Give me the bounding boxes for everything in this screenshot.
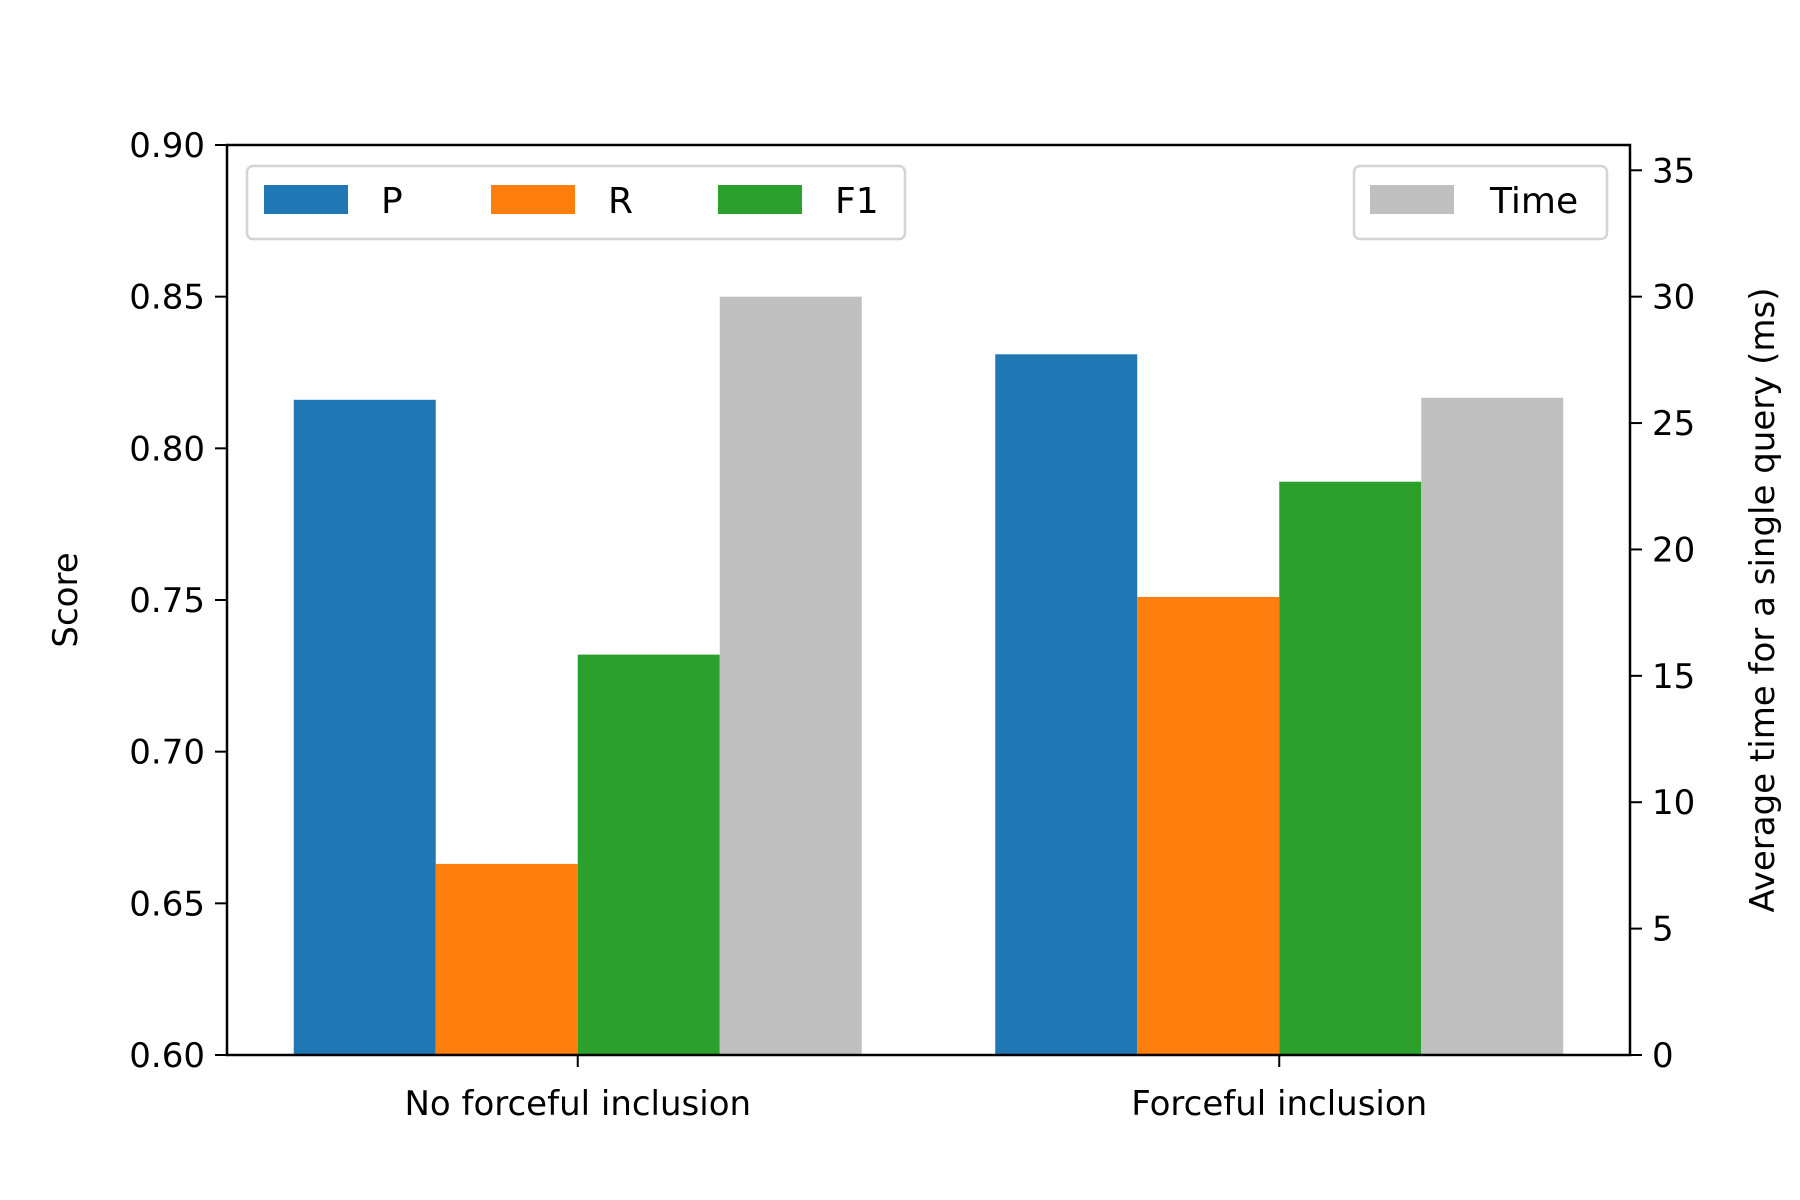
y-right-tick-label: 5 <box>1652 910 1674 950</box>
y-tick-label: 0.70 <box>129 733 205 773</box>
bar-r-0 <box>435 863 578 1055</box>
y-right-tick-label: 25 <box>1652 404 1695 444</box>
y-axis-right-label: Average time for a single query (ms) <box>1743 287 1783 912</box>
legend-swatch-r <box>491 185 575 214</box>
y-right-tick-label: 30 <box>1652 278 1695 318</box>
bar-r-1 <box>1137 596 1280 1055</box>
right-axis: 0 5 10 15 20 25 30 35 <box>1630 151 1695 1076</box>
bar-p-0 <box>293 399 436 1055</box>
legend-right-box <box>1352 164 1609 241</box>
y-tick-label: 0.90 <box>129 126 205 166</box>
legend-label-f1: F1 <box>835 181 879 222</box>
legend-swatch-p <box>264 185 348 214</box>
legend-left-box <box>245 164 907 241</box>
bar-f1-1 <box>1279 481 1422 1055</box>
y-right-tick-label: 35 <box>1652 151 1695 191</box>
y-axis-label: Score <box>46 552 86 647</box>
bar-p-1 <box>995 354 1138 1055</box>
legend-swatch-time <box>1370 185 1454 214</box>
y-tick-label: 0.80 <box>129 429 205 469</box>
legend-left: P R F1 <box>245 164 907 241</box>
y-right-tick-label: 15 <box>1652 657 1695 697</box>
bar-f1-0 <box>577 654 720 1055</box>
legend-right: Time <box>1352 164 1609 241</box>
x-axis: No forceful inclusion Forceful inclusion <box>404 1055 1427 1124</box>
y-tick-label: 0.65 <box>129 884 205 924</box>
legend-label-p: P <box>381 181 403 222</box>
y-right-tick-label: 10 <box>1652 783 1695 823</box>
bar-time-1 <box>1421 397 1564 1055</box>
y-tick-label: 0.60 <box>129 1036 205 1076</box>
bars-group <box>293 296 1564 1056</box>
y-tick-label: 0.85 <box>129 278 205 318</box>
x-tick-label: Forceful inclusion <box>1131 1084 1427 1124</box>
legend-swatch-f1 <box>718 185 802 214</box>
y-tick-label: 0.75 <box>129 581 205 621</box>
x-tick-label: No forceful inclusion <box>404 1084 751 1124</box>
legend-label-r: R <box>608 181 633 222</box>
y-right-tick-label: 20 <box>1652 530 1695 570</box>
y-right-tick-label: 0 <box>1652 1036 1674 1076</box>
bar-time-0 <box>719 296 862 1056</box>
legend-label-time: Time <box>1489 181 1578 222</box>
left-axis: 0.60 0.65 0.70 0.75 0.80 0.85 0.90 <box>129 126 227 1076</box>
